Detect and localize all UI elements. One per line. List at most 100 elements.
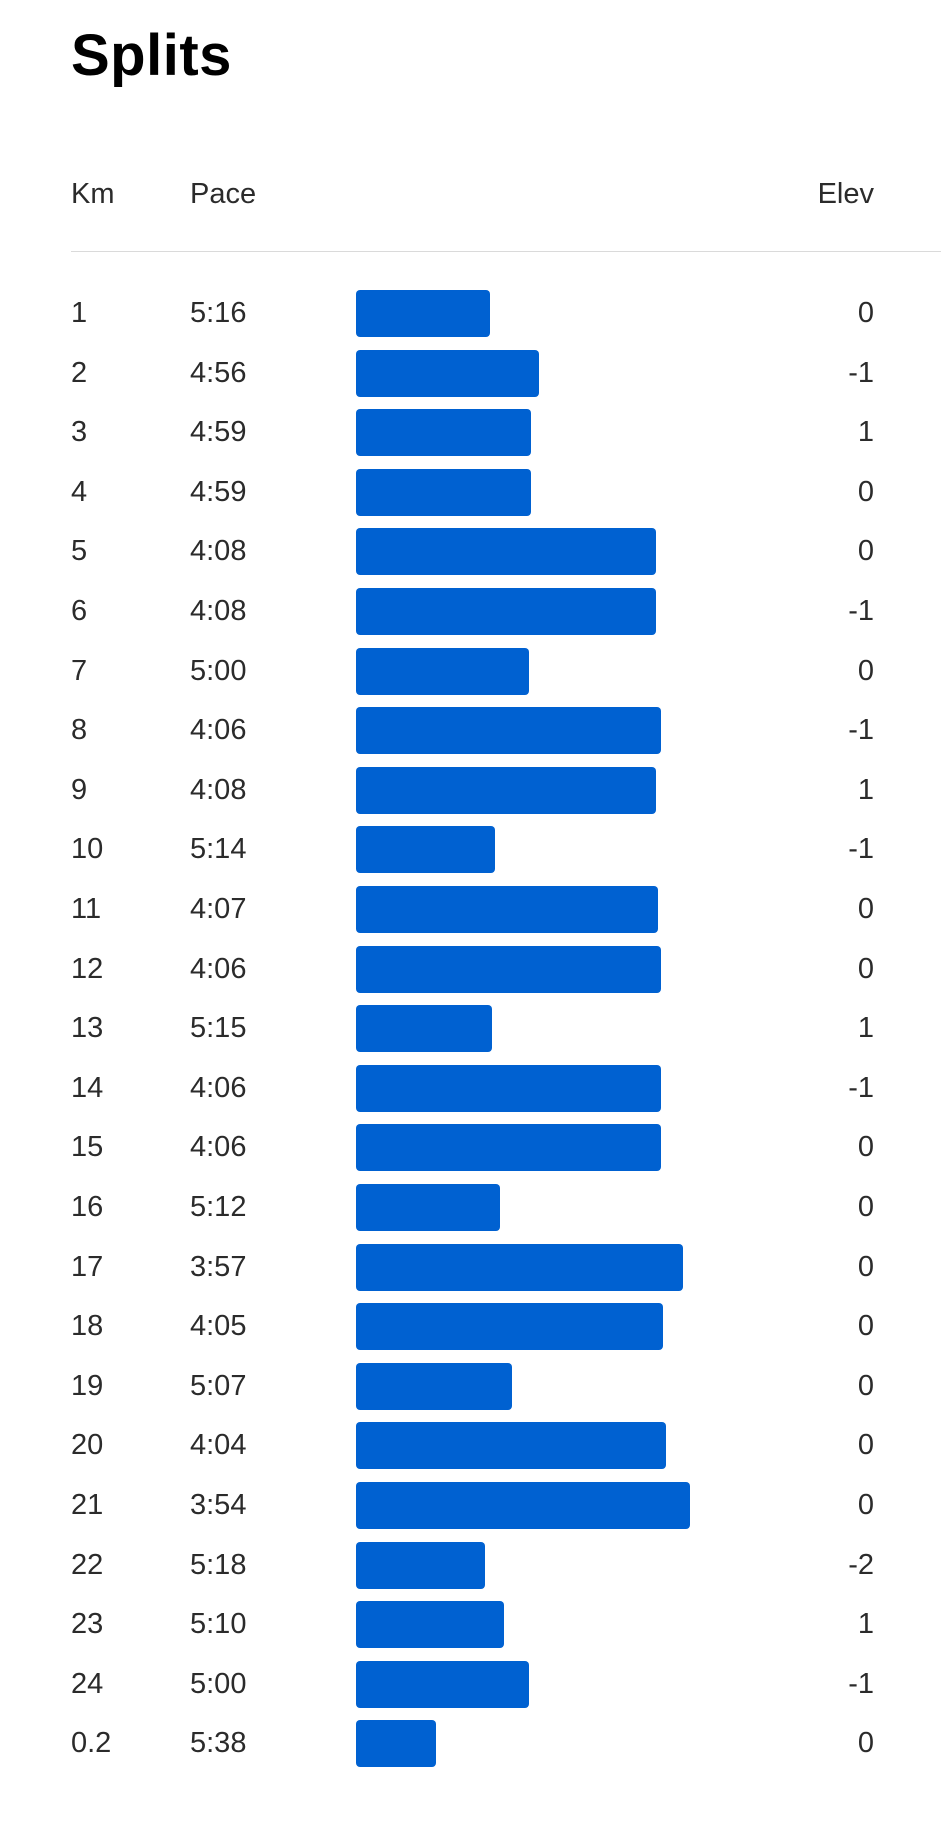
split-elev: 0 xyxy=(857,297,874,329)
split-elev: 0 xyxy=(857,1131,874,1164)
split-row: 13 5:15 1 xyxy=(0,999,952,1058)
header-divider xyxy=(71,251,941,252)
pace-bar xyxy=(356,886,658,933)
split-elev: 0 xyxy=(857,1489,874,1521)
split-pace: 4:56 xyxy=(190,356,247,389)
pace-bar xyxy=(356,1184,500,1231)
split-km: 17 xyxy=(71,1250,104,1283)
split-row: 9 4:08 1 xyxy=(0,761,952,820)
split-km: 0.2 xyxy=(71,1727,112,1760)
split-elev: -1 xyxy=(848,1667,874,1700)
split-elev: -2 xyxy=(848,1548,874,1581)
split-row: 11 4:07 0 xyxy=(0,880,952,939)
pace-bar xyxy=(356,1005,492,1053)
split-elev: 1 xyxy=(857,416,874,449)
split-pace: 3:54 xyxy=(190,1489,247,1521)
split-km: 19 xyxy=(71,1369,104,1402)
split-row: 19 5:07 0 xyxy=(0,1357,952,1416)
column-header-pace: Pace xyxy=(190,178,257,210)
split-elev: -1 xyxy=(848,833,874,866)
page-title: Splits xyxy=(71,23,232,88)
split-pace: 4:06 xyxy=(190,952,247,985)
pace-bar xyxy=(356,1124,661,1172)
split-pace: 5:00 xyxy=(190,654,247,687)
split-elev: 1 xyxy=(857,1608,874,1641)
split-pace: 5:07 xyxy=(190,1369,247,1402)
split-elev: -1 xyxy=(848,1071,874,1104)
split-elev: 0 xyxy=(857,1369,874,1402)
split-pace: 5:10 xyxy=(190,1608,247,1641)
split-pace: 5:14 xyxy=(190,833,247,866)
split-elev: 0 xyxy=(857,1310,874,1343)
pace-bar xyxy=(356,1720,436,1768)
split-km: 15 xyxy=(71,1131,104,1164)
split-elev: -1 xyxy=(848,714,874,747)
split-pace: 4:06 xyxy=(190,1071,247,1104)
split-km: 1 xyxy=(71,297,88,329)
pace-bar xyxy=(356,1243,683,1291)
split-row: 1 5:16 0 xyxy=(0,284,952,343)
split-pace: 4:05 xyxy=(190,1310,247,1343)
split-km: 12 xyxy=(71,952,104,985)
split-km: 2 xyxy=(71,356,88,389)
pace-bar xyxy=(356,647,529,695)
split-km: 6 xyxy=(71,595,88,627)
split-km: 14 xyxy=(71,1071,104,1104)
pace-bar xyxy=(356,528,656,576)
pace-bar xyxy=(356,290,490,337)
column-header-km: Km xyxy=(71,178,115,210)
split-pace: 3:57 xyxy=(190,1250,247,1283)
pace-bar xyxy=(356,1660,529,1708)
split-pace: 5:12 xyxy=(190,1191,247,1223)
split-pace: 4:08 xyxy=(190,535,247,568)
split-pace: 4:06 xyxy=(190,1131,247,1164)
split-row: 15 4:06 0 xyxy=(0,1118,952,1177)
split-pace: 4:59 xyxy=(190,416,247,449)
split-km: 20 xyxy=(71,1429,104,1462)
pace-bar xyxy=(356,1064,661,1112)
split-row: 23 5:10 1 xyxy=(0,1595,952,1654)
split-pace: 4:04 xyxy=(190,1429,247,1462)
split-row: 20 4:04 0 xyxy=(0,1416,952,1475)
split-elev: 0 xyxy=(857,1250,874,1283)
split-elev: 1 xyxy=(857,1012,874,1045)
split-pace: 4:08 xyxy=(190,773,247,806)
split-km: 7 xyxy=(71,654,88,687)
split-pace: 4:06 xyxy=(190,714,247,747)
split-row: 17 3:57 0 xyxy=(0,1238,952,1297)
split-row: 5 4:08 0 xyxy=(0,522,952,581)
split-elev: 1 xyxy=(857,773,874,806)
split-elev: 0 xyxy=(857,535,874,568)
split-row: 22 5:18 -2 xyxy=(0,1536,952,1595)
split-elev: -1 xyxy=(848,595,874,627)
split-km: 16 xyxy=(71,1191,104,1223)
pace-bar xyxy=(356,409,531,457)
split-pace: 5:00 xyxy=(190,1667,247,1700)
column-header-elev: Elev xyxy=(817,178,874,210)
split-km: 13 xyxy=(71,1012,104,1045)
split-row: 14 4:06 -1 xyxy=(0,1059,952,1118)
split-row: 3 4:59 1 xyxy=(0,403,952,462)
split-km: 24 xyxy=(71,1667,104,1700)
split-km: 4 xyxy=(71,475,88,508)
split-row: 7 5:00 0 xyxy=(0,642,952,701)
split-elev: 0 xyxy=(857,475,874,508)
split-km: 8 xyxy=(71,714,88,747)
split-row: 21 3:54 0 xyxy=(0,1476,952,1535)
split-elev: 0 xyxy=(857,1429,874,1462)
split-km: 23 xyxy=(71,1608,104,1641)
split-elev: 0 xyxy=(857,1191,874,1223)
split-km: 18 xyxy=(71,1310,104,1343)
pace-bar xyxy=(356,1303,663,1351)
pace-bar xyxy=(356,707,661,755)
split-elev: 0 xyxy=(857,654,874,687)
split-pace: 4:59 xyxy=(190,475,247,508)
split-km: 11 xyxy=(71,893,102,925)
split-elev: 0 xyxy=(857,952,874,985)
split-pace: 5:38 xyxy=(190,1727,247,1760)
pace-bar xyxy=(356,766,656,814)
pace-bar xyxy=(356,1362,512,1410)
pace-bar xyxy=(356,1601,504,1649)
split-km: 21 xyxy=(71,1489,104,1521)
split-row: 6 4:08 -1 xyxy=(0,582,952,641)
